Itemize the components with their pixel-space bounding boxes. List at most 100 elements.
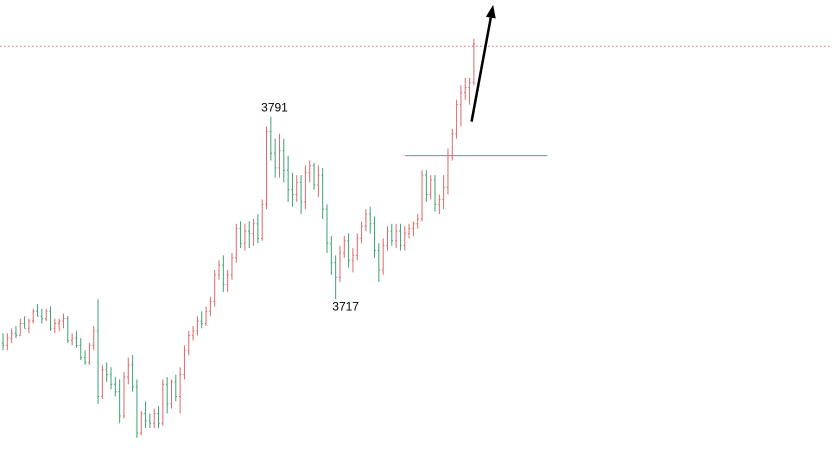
price-bar <box>204 306 208 326</box>
price-bar <box>32 308 35 324</box>
price-bar <box>261 199 264 241</box>
price-bar <box>325 204 329 253</box>
price-bar <box>122 372 126 419</box>
price-bar <box>83 350 87 365</box>
price-bar <box>75 330 78 348</box>
price-bar <box>386 226 389 251</box>
price-bar <box>222 255 225 292</box>
price-bar <box>92 325 95 351</box>
price-bar <box>472 38 476 86</box>
price-bar <box>356 233 359 261</box>
price-bar <box>62 313 65 329</box>
price-bar <box>191 325 195 341</box>
price-bar <box>183 345 186 380</box>
price-bar <box>338 245 342 283</box>
price-bar <box>334 255 337 300</box>
price-bar <box>455 99 458 139</box>
price-bar <box>394 223 398 249</box>
price-bar <box>170 379 173 409</box>
price-bar <box>273 138 277 178</box>
trend-arrow-shaft <box>470 17 493 122</box>
price-bar <box>114 377 117 397</box>
price-bar <box>127 357 130 385</box>
price-bar <box>148 413 152 429</box>
trend-arrow <box>470 4 496 122</box>
price-bar <box>226 270 229 292</box>
price-bar <box>23 316 26 329</box>
price-bar <box>10 328 13 343</box>
price-bar <box>178 367 182 414</box>
price-bar <box>213 270 216 307</box>
price-bar <box>109 367 113 390</box>
price-bar <box>196 316 199 336</box>
price-bar <box>57 318 61 331</box>
price-bar <box>343 235 346 258</box>
price-bar <box>369 206 372 234</box>
price-bar <box>304 165 307 210</box>
price-bar <box>248 221 251 249</box>
price-bar <box>399 223 402 251</box>
price-bar <box>321 167 324 219</box>
price-bar <box>1 333 5 351</box>
price-labels: 3791 3717 <box>261 100 359 313</box>
price-bar <box>433 175 437 212</box>
price-bar <box>420 170 424 222</box>
price-bar <box>299 175 303 215</box>
price-bar <box>265 126 268 210</box>
price-bar <box>451 128 454 161</box>
price-bar <box>157 406 160 429</box>
price-bar <box>373 216 376 258</box>
price-bar <box>14 325 18 339</box>
price-bar <box>446 148 450 195</box>
price-bar <box>269 116 273 161</box>
price-bar <box>19 318 22 337</box>
price-bar <box>235 223 238 263</box>
price-bar <box>66 316 69 343</box>
price-bar <box>144 401 147 429</box>
price-bar <box>425 170 428 202</box>
price-bar <box>118 379 121 424</box>
price-bar <box>407 223 411 239</box>
price-bar <box>79 338 82 360</box>
price-bar <box>217 260 221 280</box>
peak-label: 3791 <box>261 100 288 114</box>
price-bar <box>105 362 108 382</box>
price-bar <box>252 218 255 246</box>
price-bar <box>381 238 385 275</box>
price-bar <box>53 318 57 334</box>
price-bar <box>88 342 91 365</box>
price-bar <box>390 223 393 246</box>
price-bar <box>174 374 177 402</box>
price-bar <box>464 77 467 100</box>
price-bar <box>416 214 419 229</box>
price-bar <box>101 364 104 399</box>
price-bar <box>312 162 316 190</box>
price-bars <box>1 38 476 438</box>
price-bar <box>187 330 190 356</box>
price-bar <box>295 175 298 202</box>
price-bar <box>239 221 242 249</box>
price-bar <box>200 311 203 329</box>
price-bar <box>351 248 355 273</box>
price-bar <box>230 252 234 280</box>
price-bar <box>429 175 432 200</box>
trough-label: 3717 <box>332 299 359 313</box>
price-bar <box>40 308 44 324</box>
price-bar <box>209 296 212 317</box>
trend-arrow-head <box>485 4 496 19</box>
price-bar <box>364 209 368 232</box>
price-bar <box>256 214 260 244</box>
price-bar <box>70 333 74 346</box>
price-bar <box>49 306 52 331</box>
price-bar <box>360 221 363 244</box>
price-bar <box>459 85 463 127</box>
price-bar <box>96 299 100 404</box>
price-bar <box>45 308 48 322</box>
price-bar <box>161 379 165 426</box>
price-bar <box>347 233 350 268</box>
price-bar <box>36 304 39 317</box>
price-bar <box>6 333 9 351</box>
price-bar <box>140 411 143 436</box>
price-bar <box>165 377 169 414</box>
price-bar <box>377 243 381 283</box>
